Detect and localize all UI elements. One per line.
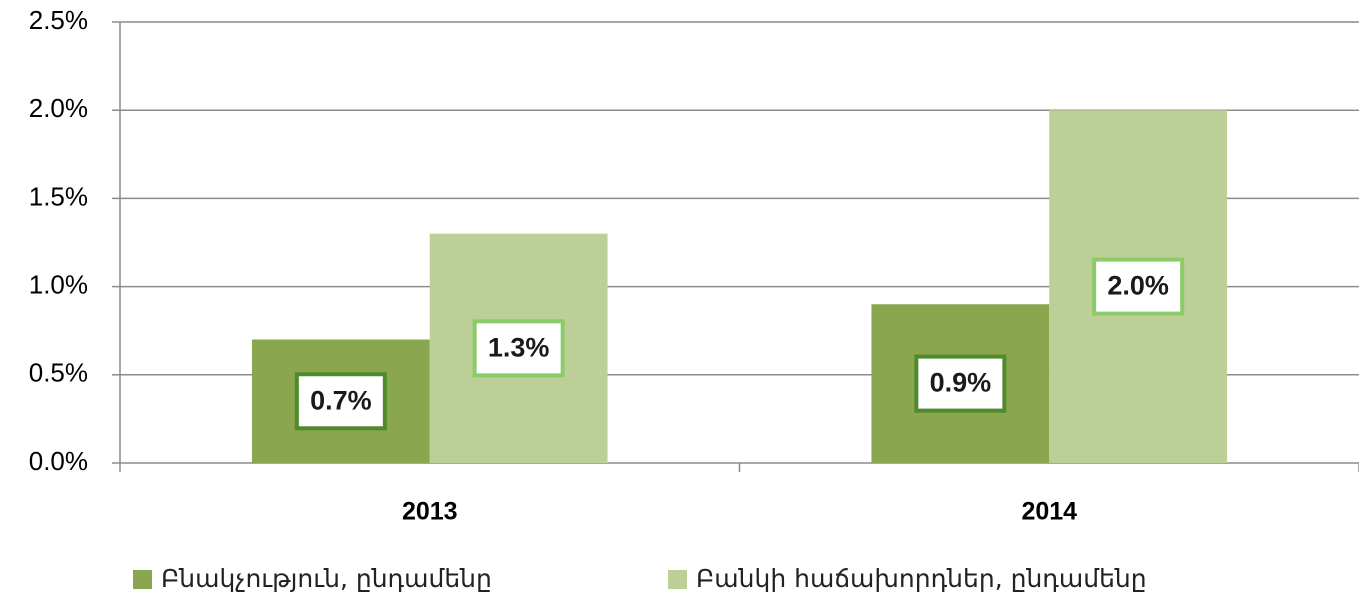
data-label: 0.7% (310, 385, 372, 415)
data-label: 2.0% (1107, 271, 1169, 301)
legend-label: Բնակչություն, ընդամենը (161, 564, 492, 593)
y-tick-label: 1.0% (29, 269, 88, 299)
data-label: 1.3% (488, 332, 550, 362)
legend-label: Բանկի հաճախորդներ, ընդամենը (696, 564, 1147, 593)
data-label-box (1092, 257, 1185, 316)
data-label-box (294, 372, 387, 431)
y-tick-label: 0.5% (29, 358, 88, 388)
x-tick-label: 2013 (402, 498, 458, 526)
y-tick-label: 0.0% (29, 446, 88, 476)
y-tick-label: 2.5% (29, 5, 88, 35)
legend-swatch (668, 570, 687, 589)
y-tick-label: 1.5% (29, 181, 88, 211)
legend-swatch (133, 570, 152, 589)
x-tick-label: 2014 (1021, 498, 1077, 526)
data-label: 0.9% (930, 368, 992, 398)
data-label-box (472, 319, 565, 378)
data-label-box (914, 354, 1007, 413)
y-tick-label: 2.0% (29, 93, 88, 123)
